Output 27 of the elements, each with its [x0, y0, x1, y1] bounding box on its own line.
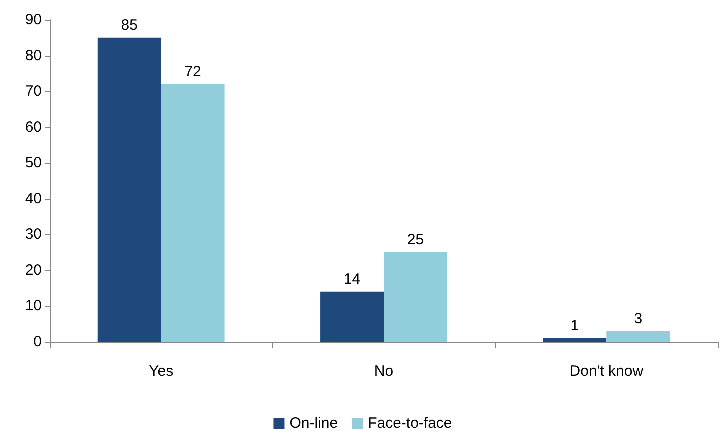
y-tick-label: 0 [34, 334, 42, 350]
legend-label: On-line [290, 415, 338, 432]
data-label: 1 [570, 317, 580, 334]
y-tick-label: 50 [25, 154, 42, 172]
y-tick-label: 80 [25, 47, 42, 64]
bar [543, 338, 607, 342]
bar [320, 292, 384, 342]
legend-label: Face-to-face [368, 415, 452, 432]
x-tick-label: No [374, 363, 394, 380]
y-tick-label: 40 [25, 190, 42, 208]
x-tick-label: Yes [149, 363, 174, 380]
data-label: 72 [184, 63, 202, 80]
y-tick-label: 10 [25, 298, 42, 315]
data-label: 85 [121, 16, 138, 34]
data-label: 14 [344, 270, 361, 288]
y-tick-label: 30 [25, 226, 42, 244]
y-tick-label: 70 [25, 83, 42, 100]
bar [606, 331, 670, 342]
x-tick-label: Don't know [570, 363, 644, 380]
bar [98, 38, 162, 342]
data-label: 3 [634, 310, 643, 328]
y-tick-label: 20 [25, 262, 42, 279]
data-label: 25 [407, 232, 424, 249]
bar [384, 252, 448, 342]
bar [161, 84, 225, 342]
y-tick-label: 60 [25, 118, 42, 136]
y-tick-label: 90 [25, 12, 42, 28]
